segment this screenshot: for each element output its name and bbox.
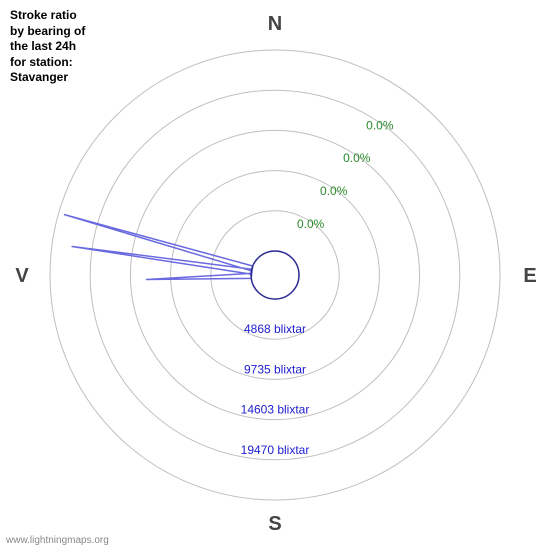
grid-ring [50, 50, 500, 500]
center-ring [251, 251, 299, 299]
compass-S: S [268, 513, 281, 535]
compass-N: N [268, 13, 282, 35]
grid-ring [171, 171, 380, 380]
compass-V: V [15, 265, 29, 287]
compass-E: E [523, 265, 536, 287]
blixtar-label: 19470 blixtar [241, 443, 310, 457]
blixtar-label: 4868 blixtar [244, 322, 306, 336]
blixtar-label: 14603 blixtar [241, 403, 310, 417]
ring-pct-label: 0.0% [366, 118, 394, 132]
polar-chart: 0.0% 0.0% 0.0% 0.0% 4868 blixtar 9735 blixta… [0, 0, 550, 550]
credit: www.lightningmaps.org [6, 535, 109, 546]
ring-pct-label: 0.0% [343, 151, 371, 165]
ring-pct-label: 0.0% [320, 184, 348, 198]
blixtar-label: 9735 blixtar [244, 362, 306, 376]
ring-pct-label: 0.0% [297, 217, 325, 231]
